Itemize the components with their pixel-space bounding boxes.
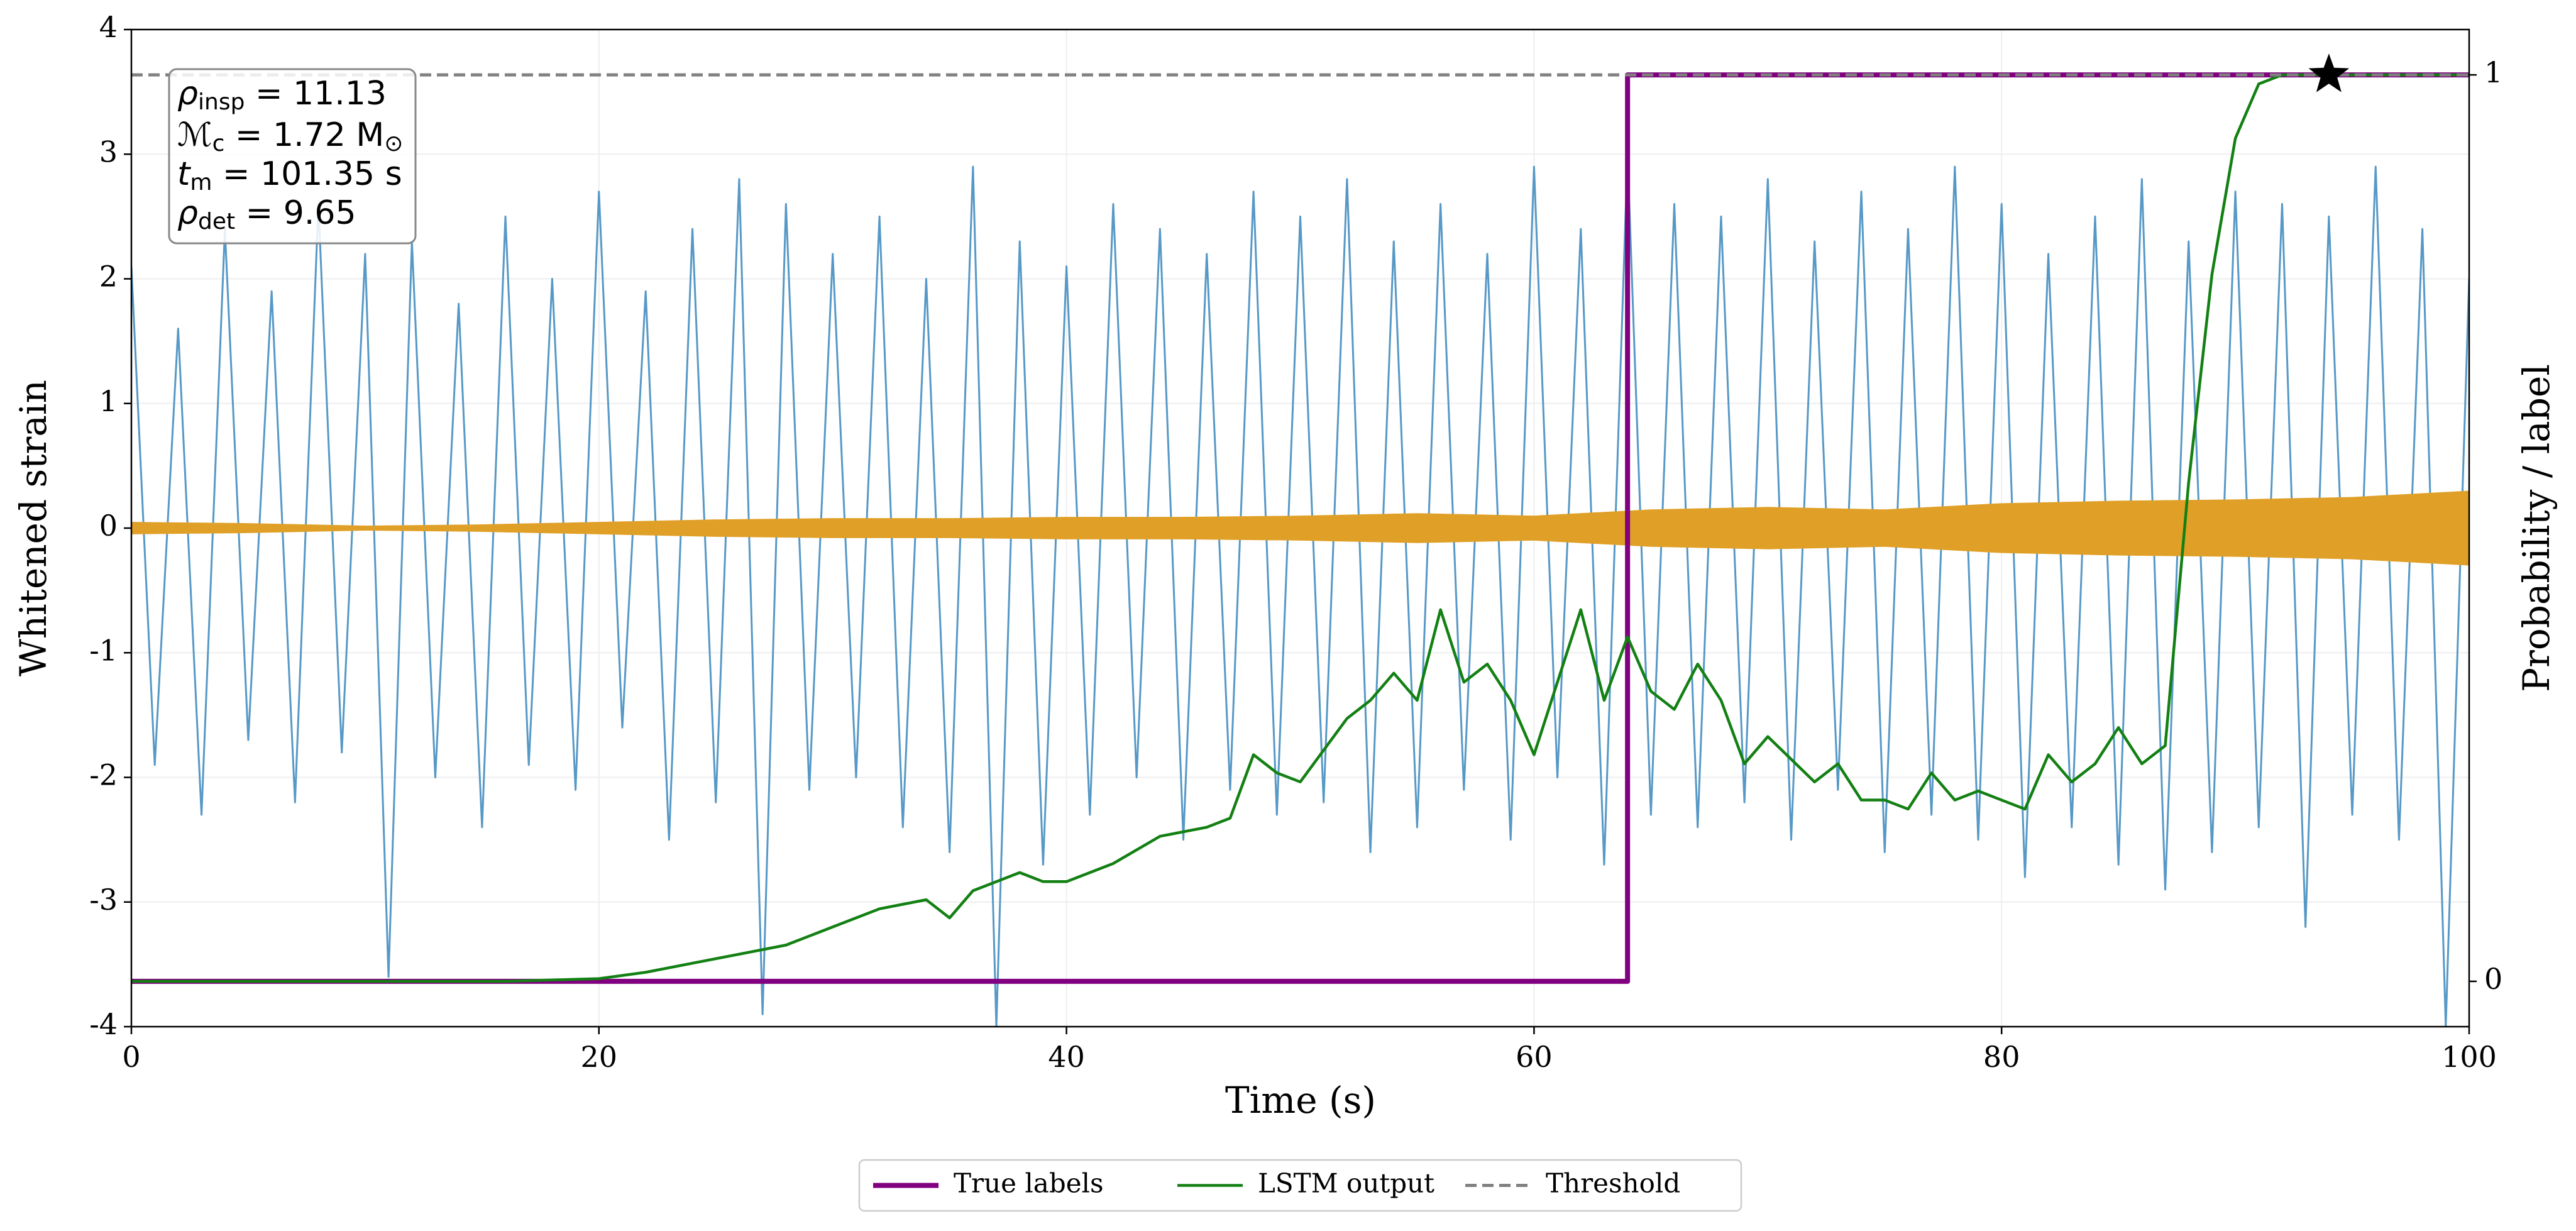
y-axis-label: Whitened strain (12, 380, 55, 676)
signal-band (131, 490, 2469, 566)
star-marker (2308, 53, 2350, 92)
y-tick-label: -3 (89, 883, 118, 917)
y2-tick-label: 1 (2484, 55, 2502, 89)
annotation-value: = 11.13 (245, 75, 387, 113)
x-tick-label: 0 (122, 1040, 140, 1074)
y-tick-label: -1 (89, 633, 118, 667)
annotation-symbol: t (177, 155, 191, 193)
annotation-value: = 9.65 (235, 194, 356, 232)
x-axis-label: Time (s) (1225, 1079, 1376, 1122)
legend-box (858, 1159, 1742, 1212)
x-tick-label: 80 (1983, 1040, 2020, 1074)
y2-tick-label: 0 (2484, 962, 2502, 996)
y-tick-label: 0 (99, 509, 118, 543)
y-tick-label: 3 (99, 135, 118, 168)
annotation-sub: c (212, 131, 225, 157)
y-tick-label: 2 (99, 260, 118, 294)
x-tick-label: 60 (1516, 1040, 1553, 1074)
series-line (131, 72, 2469, 984)
annotation-symbol: ρ (177, 194, 198, 232)
x-tick-label: 20 (581, 1040, 618, 1074)
y-tick-label: 4 (99, 10, 118, 44)
annotation-symbol: ℳ (177, 116, 212, 154)
annotation-sub: det (198, 209, 235, 235)
y-tick-label: -4 (89, 1007, 118, 1041)
legend-label: True labels (954, 1168, 1104, 1199)
annotation-sub: ⊙ (384, 131, 403, 157)
x-tick-label: 40 (1048, 1040, 1085, 1074)
y2-axis-label: Probability / label (2515, 364, 2558, 692)
annotation-box (168, 68, 417, 245)
annotation-line: ℳc = 1.72 M⊙ (177, 116, 403, 157)
strain-line (131, 153, 2469, 1027)
x-tick-label: 100 (2441, 1040, 2497, 1074)
annotation-value: = 101.35 s (212, 155, 402, 193)
annotation-sub: m (190, 170, 212, 196)
series-line (131, 73, 2469, 983)
annotation-line: ρdet = 9.65 (177, 194, 356, 235)
legend-label: LSTM output (1258, 1168, 1434, 1199)
annotation-line: tm = 101.35 s (177, 155, 402, 196)
annotation-sub: insp (198, 89, 245, 115)
annotation-line: ρinsp = 11.13 (177, 75, 387, 115)
legend-label: Threshold (1546, 1168, 1680, 1199)
annotation-value: = 1.72 M (224, 116, 384, 154)
annotation-symbol: ρ (177, 75, 198, 113)
y-tick-label: 1 (99, 384, 118, 418)
y-tick-label: -2 (89, 758, 118, 792)
plot-area (131, 72, 2469, 1027)
plot-frame (130, 28, 2470, 1028)
